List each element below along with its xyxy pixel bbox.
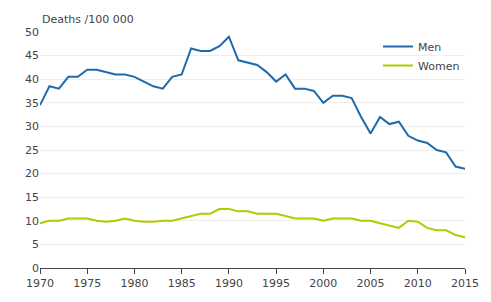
svg-text:25: 25	[25, 144, 39, 157]
svg-text:Deaths /100 000: Deaths /100 000	[42, 13, 134, 26]
svg-text:35: 35	[25, 97, 39, 110]
svg-text:1990: 1990	[215, 277, 243, 290]
svg-text:1970: 1970	[26, 277, 54, 290]
svg-text:15: 15	[25, 191, 39, 204]
svg-text:2010: 2010	[404, 277, 432, 290]
svg-text:5: 5	[32, 238, 39, 251]
svg-text:1995: 1995	[262, 277, 290, 290]
svg-text:10: 10	[25, 215, 39, 228]
svg-text:20: 20	[25, 167, 39, 180]
svg-text:Women: Women	[418, 60, 459, 73]
svg-text:45: 45	[25, 49, 39, 62]
svg-text:1980: 1980	[120, 277, 148, 290]
svg-text:0: 0	[32, 262, 39, 275]
svg-text:50: 50	[25, 26, 39, 39]
svg-text:2000: 2000	[309, 277, 337, 290]
svg-text:1985: 1985	[168, 277, 196, 290]
svg-text:2015: 2015	[451, 277, 479, 290]
svg-text:30: 30	[25, 120, 39, 133]
svg-text:Men: Men	[418, 41, 441, 54]
svg-text:40: 40	[25, 73, 39, 86]
svg-text:1975: 1975	[73, 277, 101, 290]
svg-text:2005: 2005	[357, 277, 385, 290]
